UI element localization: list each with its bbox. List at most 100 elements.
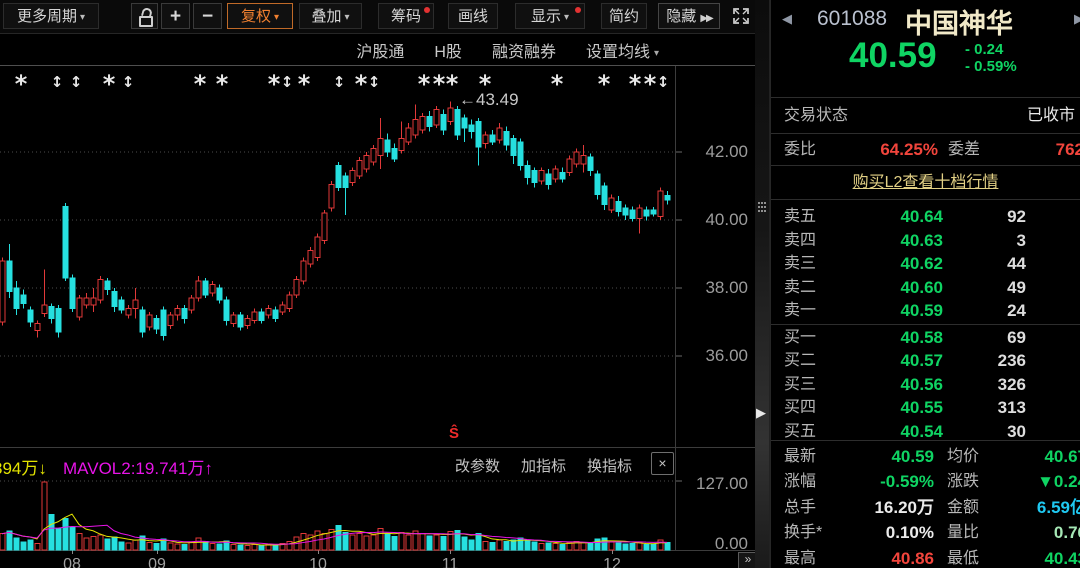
fuquan-button[interactable]: 复权 ▾	[227, 3, 293, 29]
stats-row: 换手*0.10% 量比0.76	[784, 523, 1080, 543]
svg-text:*: *	[629, 70, 642, 98]
svg-text:*: *	[103, 70, 116, 98]
change-params-button[interactable]: 改参数	[455, 458, 501, 475]
bid-row[interactable]: 买一 40.58 69	[784, 327, 1026, 347]
next-stock-arrow-icon[interactable]: ▶	[1074, 11, 1080, 27]
trading-status-row: 交易状态 已收市	[771, 97, 1080, 133]
svg-text:↕: ↕	[122, 73, 135, 91]
ask-row[interactable]: 卖三 40.62 44	[784, 254, 1026, 273]
svg-text:↕: ↕	[333, 73, 346, 91]
more-period-label: 更多周期	[16, 8, 77, 25]
prev-stock-arrow-icon[interactable]: ◀	[782, 11, 792, 26]
display-button[interactable]: 显示 ▾	[515, 3, 585, 29]
chevron-down-icon: ▾	[563, 12, 570, 23]
volume-tick: 127.00	[696, 474, 748, 493]
fullscreen-button[interactable]	[727, 3, 754, 29]
fullscreen-icon	[732, 8, 749, 24]
panel-splitter[interactable]: ▶	[755, 0, 770, 568]
notification-dot-icon	[424, 7, 430, 13]
ask-row[interactable]: 卖二 40.60 49	[784, 277, 1026, 297]
stats-row: 涨幅-0.59% 涨跌▼0.24	[784, 472, 1080, 492]
svg-text:↕: ↕	[51, 73, 64, 91]
svg-text:*: *	[194, 70, 207, 98]
ma-settings-button[interactable]: 设置均线 ▾	[585, 43, 659, 61]
fuquan-label: 复权	[240, 8, 271, 25]
mavol2-label: MAVOL2:19.741万↑	[63, 459, 213, 478]
svg-text:*: *	[446, 70, 459, 98]
link-hugutong[interactable]: 沪股通	[356, 43, 405, 61]
overlay-button[interactable]: 叠加 ▾	[299, 3, 362, 29]
price-tick: 38.00	[705, 278, 748, 297]
status-value: 已收市	[1026, 107, 1075, 124]
switch-indicator-button[interactable]: 换指标	[587, 458, 633, 475]
svg-text:↕: ↕	[657, 73, 670, 91]
svg-text:*: *	[298, 70, 311, 98]
hide-button[interactable]: 隐藏 ▶▶	[658, 3, 720, 29]
collapse-arrow-icon[interactable]: ▶	[756, 405, 766, 420]
bid-row[interactable]: 买四 40.55 313	[784, 398, 1026, 417]
kline-chart[interactable]: * ↕ ↕ * ↕ * * * ↕ * ↕ * ↕ * * * * * * * * ↕ 42.00 40.00 38.00…	[0, 66, 755, 568]
price-change: - 0.24 - 0.59%	[965, 41, 1017, 75]
market-links-bar: 沪股通 H股 融资融券 设置均线 ▾	[0, 34, 755, 66]
link-margin-trading[interactable]: 融资融券	[491, 43, 556, 61]
hide-label: 隐藏	[666, 8, 697, 25]
chips-button[interactable]: 筹码	[378, 3, 434, 29]
expand-right-button[interactable]: »	[738, 552, 755, 568]
weibi-label: 委比	[784, 141, 817, 158]
overlay-label: 叠加	[311, 8, 342, 25]
draw-line-button[interactable]: 画线	[448, 3, 498, 29]
weibi-row: 委比 64.25% 委差 762	[771, 133, 1080, 165]
weicha-value: 762	[1055, 140, 1080, 159]
drag-grip-icon[interactable]	[758, 202, 760, 204]
link-hshares[interactable]: H股	[434, 43, 462, 61]
month-label: 10	[309, 556, 327, 568]
price-tick: 36.00	[705, 346, 748, 365]
sell-signal-marker: Ŝ	[449, 425, 460, 442]
double-chevron-right-icon: »	[744, 552, 752, 566]
lock-button[interactable]	[131, 3, 158, 29]
book-divider	[771, 323, 1080, 325]
svg-text:*: *	[355, 70, 368, 98]
l2-promo-row: 购买L2查看十档行情	[771, 165, 1080, 199]
weibi-value: 64.25%	[880, 140, 938, 159]
svg-text:*: *	[15, 70, 28, 98]
ask-row[interactable]: 卖四 40.63 3	[784, 230, 1026, 250]
buy-l2-link[interactable]: 购买L2查看十档行情	[852, 174, 999, 191]
bid-row[interactable]: 买二 40.57 236	[784, 351, 1026, 370]
add-indicator-button[interactable]: 加指标	[521, 458, 567, 475]
chevron-down-icon: ▾	[344, 12, 350, 23]
notification-dot-icon	[575, 7, 581, 13]
order-book: 卖五 40.64 92 卖四 40.63 3 卖三 40.62 44 卖二 40.60 49 卖…	[771, 199, 1080, 441]
simple-mode-label: 简约	[608, 8, 639, 25]
volume-tick: 0.00	[714, 534, 748, 553]
display-label: 显示	[530, 8, 561, 25]
zoom-out-button[interactable]: −	[193, 3, 222, 29]
ask-row[interactable]: 卖一 40.59 24	[784, 301, 1026, 320]
close-indicator-button[interactable]: ×	[651, 452, 674, 475]
price-tick: 42.00	[705, 142, 748, 161]
svg-text:*: *	[598, 70, 611, 98]
close-icon: ×	[658, 455, 667, 471]
month-label: 12	[603, 556, 621, 568]
draw-line-label: 画线	[457, 8, 488, 25]
candlestick-plot[interactable]: * ↕ ↕ * ↕ * * * ↕ * ↕ * ↕ * * * * * * * * ↕	[0, 66, 755, 568]
main-toolbar: 更多周期 ▾ + − 复权 ▾ 叠加 ▾ 筹码 画线 显示 ▾ 简约 隐藏 ▶▶	[0, 0, 755, 34]
svg-text:*: *	[479, 70, 492, 98]
bid-row[interactable]: 买三 40.56 326	[784, 374, 1026, 394]
svg-text:↕: ↕	[70, 73, 83, 91]
svg-text:*: *	[551, 70, 564, 98]
simple-mode-button[interactable]: 简约	[601, 3, 647, 29]
zoom-in-button[interactable]: +	[161, 3, 190, 29]
change-percent: - 0.59%	[965, 58, 1017, 75]
bid-row[interactable]: 买五 40.54 30	[784, 421, 1026, 441]
more-period-button[interactable]: 更多周期 ▾	[3, 3, 99, 29]
double-arrow-right-icon: ▶▶	[700, 13, 713, 24]
ask-row[interactable]: 卖五 40.64 92	[784, 207, 1026, 226]
last-price: 40.59	[849, 36, 937, 75]
weicha-label: 委差	[948, 141, 981, 158]
high-price-annotation: ←43.49	[459, 90, 519, 109]
change-value: - 0.24	[965, 41, 1004, 58]
